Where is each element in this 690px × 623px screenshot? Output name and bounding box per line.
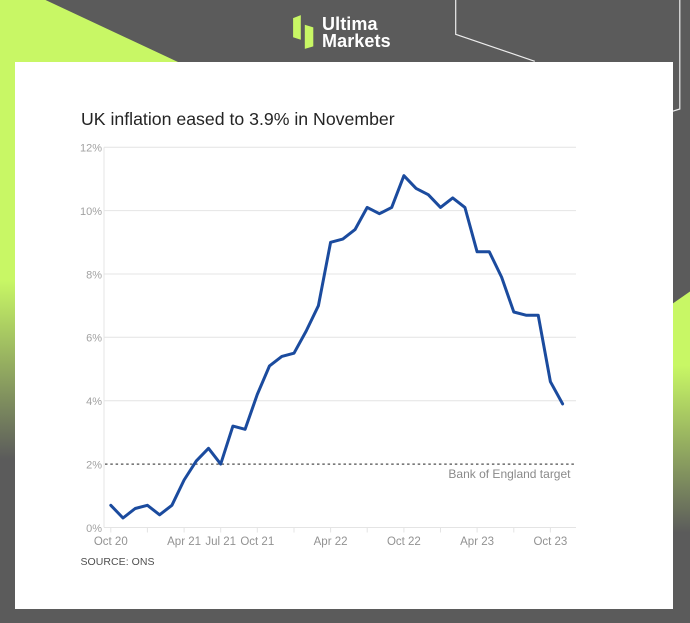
svg-text:Oct 22: Oct 22 [387,536,421,548]
svg-text:Apr 21: Apr 21 [167,536,201,548]
svg-text:Apr 22: Apr 22 [314,536,348,548]
svg-text:Apr 23: Apr 23 [460,536,494,548]
svg-text:6%: 6% [86,333,102,345]
svg-text:4%: 4% [86,396,102,408]
svg-text:Jul 21: Jul 21 [205,536,236,548]
svg-text:12%: 12% [80,143,102,155]
svg-text:10%: 10% [80,206,102,218]
svg-text:Bank of England target: Bank of England target [448,467,571,481]
svg-text:Oct 20: Oct 20 [94,536,128,548]
svg-text:0%: 0% [86,523,102,535]
svg-text:Oct 21: Oct 21 [240,536,274,548]
svg-text:Oct 23: Oct 23 [533,536,567,548]
svg-text:8%: 8% [86,269,102,281]
svg-text:2%: 2% [86,460,102,472]
